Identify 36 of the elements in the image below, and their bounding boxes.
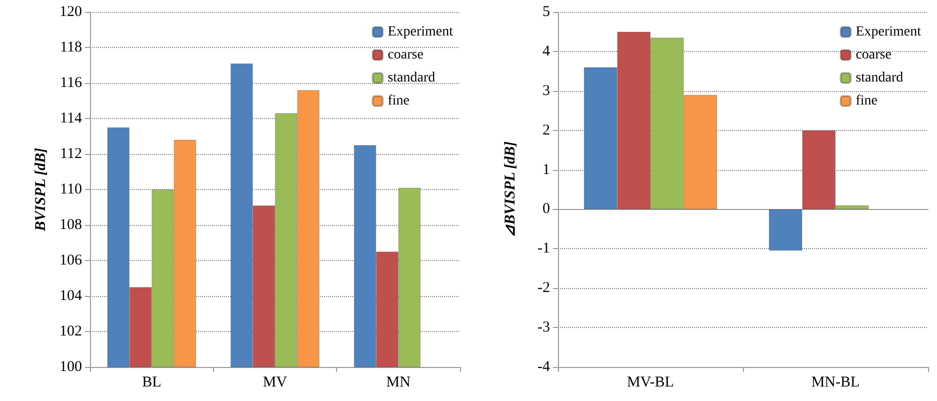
y-tick-label: 2: [542, 122, 550, 138]
legend-label: fine: [388, 94, 410, 108]
y-tick-label: 104: [60, 288, 82, 304]
x-tick-label: MN: [386, 374, 411, 390]
legend-label: coarse: [856, 48, 892, 62]
y-tick-label: 1: [542, 162, 550, 178]
y-tick-label: 0: [542, 201, 550, 218]
y-tick-label: -4: [538, 359, 550, 375]
y-tick-label: 112: [60, 146, 82, 162]
y-tick-label: 100: [60, 359, 82, 375]
x-tick-label: MV: [262, 374, 288, 390]
legend-label: standard: [856, 70, 904, 86]
y-tick-label: -3: [538, 320, 550, 336]
y-tick-label: 106: [60, 252, 82, 268]
y-tick-label: 118: [60, 40, 82, 56]
y-axis-title: BVISPL [dB]: [33, 148, 50, 232]
legend-label: fine: [856, 94, 878, 108]
y-tick-label: 116: [60, 75, 82, 91]
x-tick-label: BL: [142, 374, 162, 390]
y-tick-label: -1: [538, 240, 550, 257]
legend-label: standard: [388, 70, 436, 86]
legend-label: Experiment: [388, 24, 454, 40]
y-tick-label: 108: [60, 217, 82, 233]
x-tick-label: MN-BL: [811, 374, 860, 390]
y-tick-label: 5: [542, 4, 550, 20]
legend-label: Experiment: [856, 24, 922, 40]
y-tick-label: 120: [60, 4, 82, 20]
x-tick-label: MV-BL: [627, 374, 674, 390]
y-tick-label: 114: [60, 110, 82, 126]
y-axis-title: ⊿BVISPL [dB]: [502, 141, 518, 238]
y-tick-label: 3: [542, 82, 550, 99]
y-tick-label: 102: [60, 324, 82, 340]
y-tick-label: -2: [538, 280, 550, 296]
y-tick-label: 110: [60, 182, 82, 198]
y-tick-label: 4: [542, 43, 550, 60]
legend-label: coarse: [388, 48, 424, 62]
